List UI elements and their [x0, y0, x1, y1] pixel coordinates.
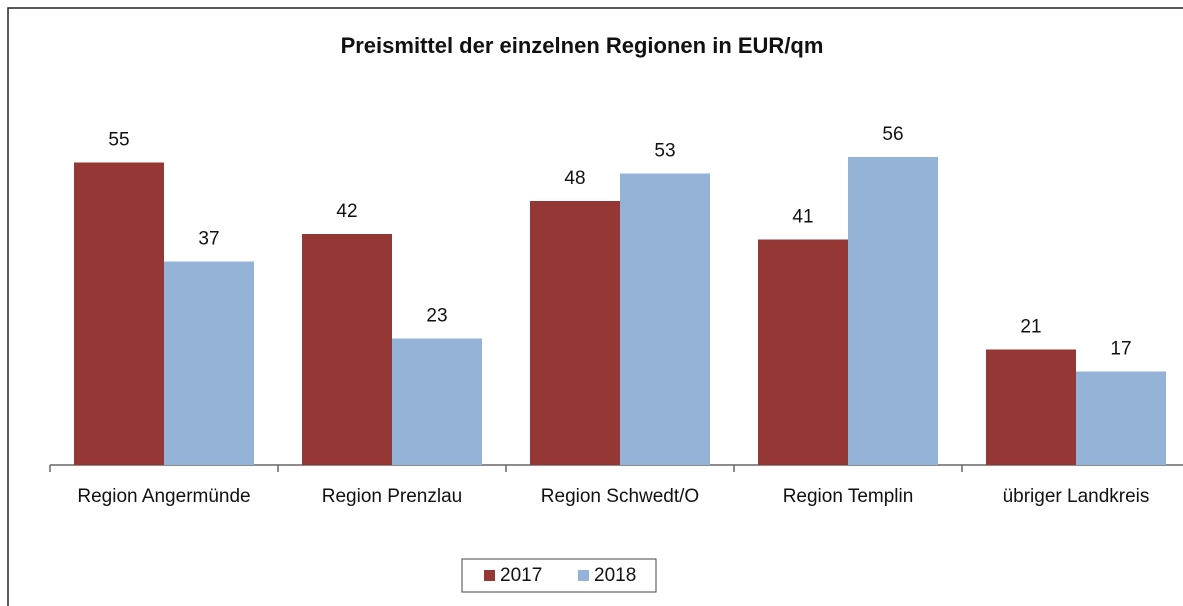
data-label: 41: [792, 207, 813, 228]
x-tick-label: Region Templin: [783, 486, 914, 507]
data-label: 42: [336, 201, 357, 222]
data-label: 55: [108, 130, 129, 151]
chart-title: Preismittel der einzelnen Regionen in EU…: [341, 33, 824, 58]
data-label: 17: [1110, 339, 1131, 360]
data-label: 21: [1020, 317, 1041, 338]
bar: [986, 349, 1076, 465]
data-label: 37: [198, 229, 219, 250]
bar: [620, 173, 710, 465]
legend-swatch: [484, 570, 495, 581]
bar: [164, 261, 254, 465]
bar: [302, 234, 392, 465]
legend-label: 2017: [500, 565, 542, 586]
data-label: 23: [426, 306, 447, 327]
data-label: 48: [564, 168, 585, 189]
bar: [530, 201, 620, 465]
legend-swatch: [578, 570, 589, 581]
x-tick-label: Region Angermünde: [77, 486, 250, 507]
x-tick-label: Region Schwedt/O: [541, 486, 699, 507]
data-label: 53: [654, 141, 675, 162]
bar: [74, 162, 164, 465]
bar: [848, 157, 938, 465]
legend-label: 2018: [594, 565, 636, 586]
bar: [758, 239, 848, 465]
data-label: 56: [882, 124, 903, 145]
bar: [392, 338, 482, 465]
bar: [1076, 371, 1166, 465]
x-tick-label: Region Prenzlau: [322, 486, 462, 507]
chart-border: [7, 7, 1183, 606]
x-tick-label: übriger Landkreis: [1003, 486, 1150, 507]
